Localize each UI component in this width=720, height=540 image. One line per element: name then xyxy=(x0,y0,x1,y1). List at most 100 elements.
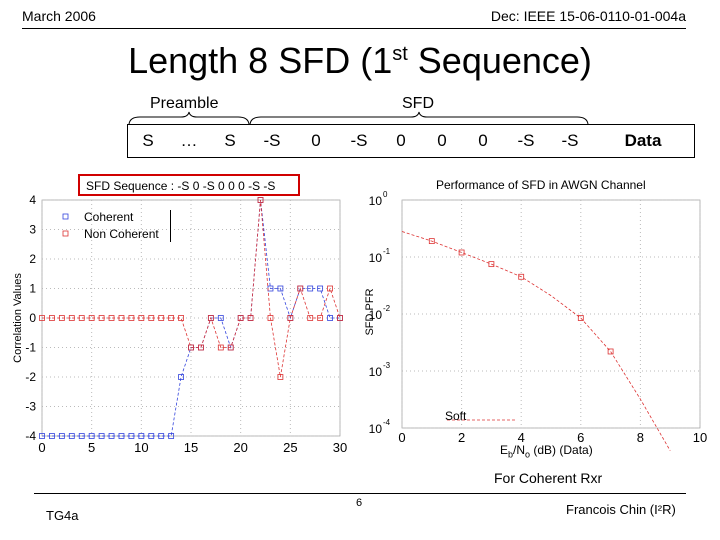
y-tick-label: -3 xyxy=(25,400,36,414)
data-point xyxy=(207,315,214,321)
data-point xyxy=(277,285,284,292)
data-point xyxy=(327,315,333,321)
data-point xyxy=(257,197,264,203)
xlabel-sub-b: b xyxy=(508,449,514,460)
data-point xyxy=(78,315,85,321)
data-point xyxy=(327,285,333,292)
y-tick-label: 10 xyxy=(369,194,383,208)
data-point xyxy=(307,315,314,321)
data-point xyxy=(138,433,145,439)
x-tick-label: 20 xyxy=(233,440,247,455)
sfd-sequence-highlight-box xyxy=(78,174,300,196)
y-tick-exponent: -1 xyxy=(383,247,391,256)
data-point xyxy=(108,433,115,439)
data-point xyxy=(607,348,614,355)
xlabel-tail: (dB) (Data) xyxy=(530,443,593,457)
data-point xyxy=(307,285,314,292)
data-point xyxy=(178,315,184,321)
data-point xyxy=(68,433,75,439)
data-point xyxy=(68,315,75,321)
data-point xyxy=(217,344,224,351)
legend-noncoherent: Non Coherent xyxy=(84,227,159,241)
data-point xyxy=(297,285,304,292)
y-tick-label: 0 xyxy=(29,311,36,325)
x-tick-label: 10 xyxy=(693,430,707,445)
left-ylabel: Correlation Values xyxy=(12,273,24,363)
data-point xyxy=(108,315,115,321)
right-ylabel: SFD PFR xyxy=(364,288,376,336)
data-point xyxy=(267,315,274,321)
data-point xyxy=(488,261,495,268)
sequence-bar: S … S -S 0 -S 0 0 0 -S -S Data xyxy=(127,124,695,158)
footer-rule xyxy=(34,493,686,494)
legend-marker-noncoherent xyxy=(62,230,69,237)
y-tick-label: 3 xyxy=(29,223,36,237)
data-point xyxy=(39,315,45,321)
data-point xyxy=(518,273,525,280)
right-xlabel: Eb/No (dB) (Data) xyxy=(500,443,593,459)
data-point xyxy=(428,238,435,245)
y-tick-exponent: -3 xyxy=(383,361,391,370)
x-tick-label: 6 xyxy=(577,430,584,445)
seq-cell: -S xyxy=(350,131,368,150)
data-point xyxy=(49,433,55,439)
title-sup: st xyxy=(392,43,408,65)
seq-cell: … xyxy=(180,131,198,150)
data-point xyxy=(49,315,55,321)
legend-marker-coherent xyxy=(62,213,69,220)
data-point xyxy=(237,315,244,321)
y-tick-label: 10 xyxy=(369,308,383,322)
data-point xyxy=(158,433,165,439)
brace-lines xyxy=(128,111,589,125)
y-tick-exponent: 0 xyxy=(383,190,388,199)
legend-divider xyxy=(170,210,171,242)
page-title: Length 8 SFD (1st Sequence) xyxy=(0,40,720,82)
title-tail: Sequence) xyxy=(407,40,592,81)
series-line-noncoherent xyxy=(42,199,341,378)
x-tick-label: 5 xyxy=(88,440,95,455)
data-point xyxy=(198,344,204,351)
data-point xyxy=(148,315,155,321)
data-point xyxy=(88,315,95,321)
footer-left: TG4a xyxy=(46,508,79,523)
x-tick-label: 10 xyxy=(134,440,148,455)
data-point xyxy=(118,315,125,321)
footer-right: Francois Chin (I²R) xyxy=(566,502,676,517)
legend-coherent: Coherent xyxy=(84,210,134,224)
preamble-label: Preamble xyxy=(150,95,219,112)
x-tick-label: 25 xyxy=(283,440,297,455)
data-point xyxy=(118,433,125,439)
title-main: Length 8 SFD (1 xyxy=(128,40,393,81)
y-tick-label: 10 xyxy=(369,365,383,379)
data-point xyxy=(98,433,105,439)
data-point xyxy=(227,344,234,351)
data-point xyxy=(128,315,135,321)
data-point xyxy=(88,433,95,439)
data-point xyxy=(577,315,584,321)
header-rule xyxy=(22,28,686,29)
y-tick-label: -4 xyxy=(25,429,36,443)
seq-cell: 0 xyxy=(311,131,321,150)
x-tick-label: 0 xyxy=(398,430,405,445)
xlabel-e: E xyxy=(500,443,509,457)
data-point xyxy=(287,315,294,321)
sfd-sequence-caption: SFD Sequence : -S 0 -S 0 0 0 -S -S xyxy=(86,179,276,193)
right-title: Performance of SFD in AWGN Channel xyxy=(436,178,646,192)
header-date: March 2006 xyxy=(22,8,96,24)
y-tick-exponent: -2 xyxy=(383,304,391,313)
xlabel-mid: /N xyxy=(513,443,526,457)
y-tick-label: 1 xyxy=(29,282,36,296)
data-point xyxy=(178,374,184,380)
x-tick-label: 15 xyxy=(184,440,198,455)
data-point xyxy=(247,315,254,321)
data-point xyxy=(138,315,145,321)
series-line-soft xyxy=(401,231,671,451)
footer-page: 6 xyxy=(356,497,363,509)
seq-cell: -S xyxy=(517,131,535,150)
header-doc-id: Dec: IEEE 15-06-0110-01-004a xyxy=(490,8,686,24)
y-tick-label: 10 xyxy=(369,422,383,436)
data-point xyxy=(337,315,343,321)
data-point xyxy=(148,433,155,439)
data-point xyxy=(158,315,165,321)
